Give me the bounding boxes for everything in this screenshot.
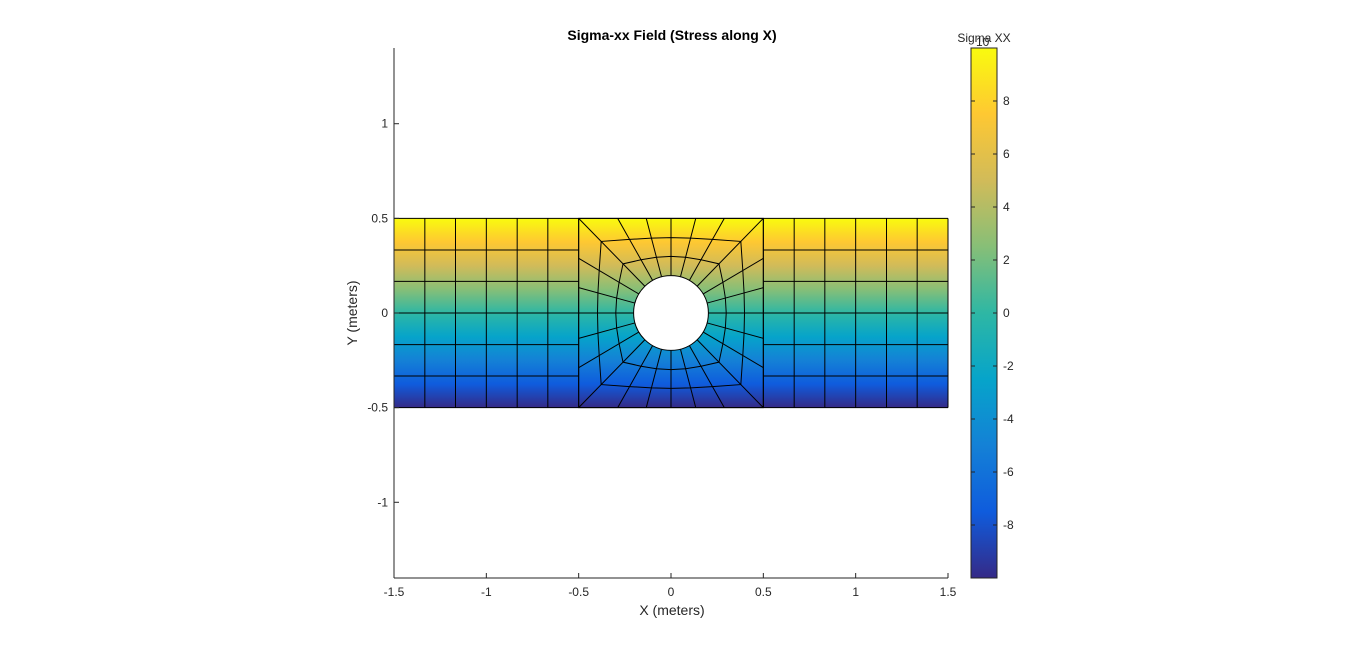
x-ticks: -1.5 -1 -0.5 0 0.5 1 1.5 (384, 573, 957, 599)
y-tick-label: -0.5 (367, 401, 388, 415)
y-ticks: -1 -0.5 0 0.5 1 (367, 117, 399, 509)
y-tick-label: 1 (381, 117, 388, 131)
mesh-radial-line (578, 287, 636, 304)
colorbar-title: Sigma XX (957, 31, 1010, 45)
colorbar-tick-label: 6 (1003, 147, 1010, 161)
mesh-radial-line (578, 331, 640, 369)
mesh-radial-line (645, 349, 662, 408)
x-axis-label: X (meters) (639, 602, 704, 618)
y-tick-label: -1 (377, 495, 388, 509)
mesh-radial-line (645, 218, 662, 277)
x-tick-label: -1.5 (384, 585, 405, 599)
mesh-radial-line (680, 218, 697, 277)
colorbar-tick-label: -2 (1003, 359, 1014, 373)
hole-outline (633, 275, 709, 351)
colorbar-ticks: -8 -6 -4 -2 0 2 4 6 8 (971, 94, 1014, 532)
x-tick-label: 1 (852, 585, 859, 599)
colorbar-tick-label: 4 (1003, 200, 1010, 214)
x-tick-label: 0.5 (755, 585, 772, 599)
colorbar-tick-label: -6 (1003, 465, 1014, 479)
mesh-radial-line (680, 349, 697, 408)
mesh-radial-line (706, 287, 764, 304)
mesh-lines (393, 217, 949, 409)
y-axis-label: Y (meters) (344, 280, 360, 345)
mesh-ring (578, 217, 764, 409)
colorbar-tick-label: 2 (1003, 253, 1010, 267)
x-tick-label: -1 (481, 585, 492, 599)
colorbar-exponent: 10 (976, 35, 990, 49)
mesh-radial-line (689, 345, 725, 408)
colorbar-tick-label: 8 (1003, 94, 1010, 108)
mesh-radial-line (702, 331, 764, 369)
y-tick-label: 0 (381, 306, 388, 320)
colorbar-tick-label: -8 (1003, 518, 1014, 532)
mesh-radial-line (689, 218, 725, 281)
colorbar: -8 -6 -4 -2 0 2 4 6 8 10 Sigma XX (957, 31, 1014, 579)
x-tick-label: 1.5 (940, 585, 957, 599)
mesh-radial-line (578, 322, 636, 339)
mesh-radial-line (696, 339, 764, 408)
mesh-ring (615, 255, 727, 371)
colorbar-tick-label: -4 (1003, 412, 1014, 426)
x-tick-label: 0 (668, 585, 675, 599)
mesh-radial-line (702, 257, 764, 295)
colorbar-bar (970, 47, 998, 579)
mesh-radial-line (706, 322, 764, 339)
y-tick-label: 0.5 (371, 211, 388, 225)
mesh-radial-line (617, 345, 653, 408)
mesh-radial-line (696, 218, 764, 287)
x-tick-label: -0.5 (568, 585, 589, 599)
mesh-radial-line (617, 218, 653, 281)
chart-title: Sigma-xx Field (Stress along X) (567, 27, 776, 43)
mesh-radial-line (578, 339, 646, 408)
mesh-ring (596, 237, 745, 389)
axes: -1.5 -1 -0.5 0 0.5 1 1.5 -1 -0.5 0 0.5 1 (367, 48, 957, 599)
mesh-radial-line (578, 218, 646, 287)
plot-area (393, 217, 949, 409)
mesh-radial-line (578, 257, 640, 295)
colorbar-tick-label: 0 (1003, 306, 1010, 320)
